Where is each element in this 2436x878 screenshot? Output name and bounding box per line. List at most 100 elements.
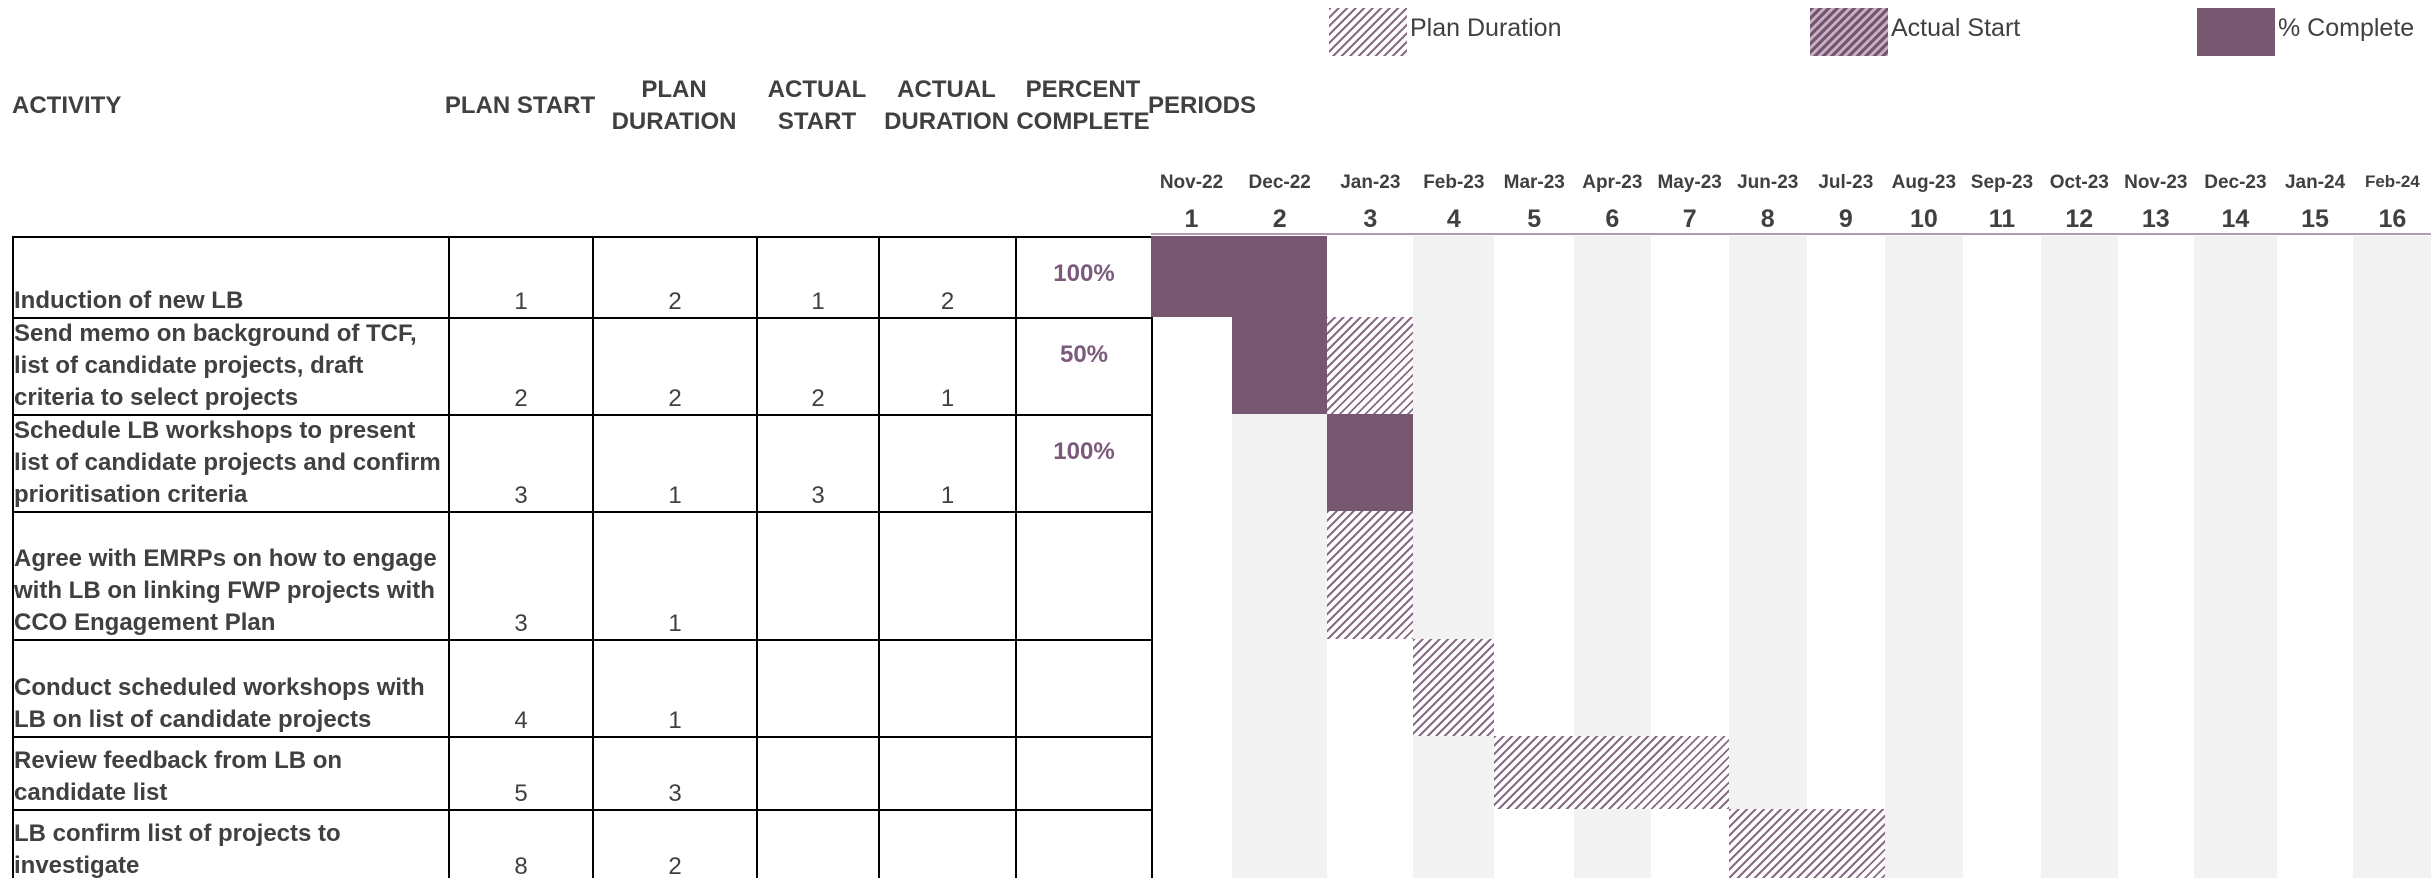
actual-start-cell: 3 — [756, 414, 880, 513]
legend-swatch — [2197, 8, 2275, 56]
percent-cell — [1015, 639, 1153, 738]
plan-bar — [1327, 511, 1414, 639]
percent-cell: 100% — [1015, 414, 1153, 513]
percent-cell — [1015, 511, 1153, 641]
percent-cell: 100% — [1015, 236, 1153, 319]
period-shade — [1884, 236, 1963, 878]
month-label: Feb-23 — [1423, 172, 1485, 193]
period-number: 10 — [1909, 205, 1938, 233]
activity-cell: Induction of new LB — [12, 236, 450, 319]
period-number: 3 — [1363, 205, 1378, 233]
plan-bar — [1728, 809, 1885, 878]
period-number: 13 — [2141, 205, 2170, 233]
period-shade — [1728, 236, 1807, 878]
activity-cell: Conduct scheduled workshops with LB on l… — [12, 639, 450, 738]
period-number: 7 — [1682, 205, 1697, 233]
month-label: Nov-22 — [1159, 172, 1224, 193]
period-number: 5 — [1527, 205, 1542, 233]
header-activity: ACTIVITY — [12, 92, 122, 119]
plan-bar — [1413, 639, 1495, 736]
month-label: Jul-23 — [1818, 172, 1874, 193]
complete-bar — [1150, 236, 1328, 317]
period-shade — [2041, 236, 2118, 878]
legend-swatch — [1810, 8, 1888, 56]
header-periods: PERIODS — [1148, 92, 1257, 119]
activity-cell: Agree with EMRPs on how to engage with L… — [12, 511, 450, 641]
period-number: 4 — [1446, 205, 1461, 233]
period-number: 6 — [1605, 205, 1620, 233]
plan-duration-cell: 1 — [592, 639, 758, 738]
plan-start-cell: 3 — [448, 414, 594, 513]
plan-start-cell: 5 — [448, 736, 594, 811]
header-percent-complete: PERCENT COMPLETE — [1016, 76, 1150, 135]
actual-start-cell: 1 — [756, 236, 880, 319]
period-number: 1 — [1184, 205, 1199, 233]
percent-cell — [1015, 736, 1153, 811]
period-number: 15 — [2301, 205, 2329, 233]
actual-duration-cell: 1 — [878, 414, 1017, 513]
plan-start-cell: 8 — [448, 809, 594, 878]
month-label: Dec-22 — [1248, 172, 1311, 193]
period-number: 8 — [1760, 205, 1775, 233]
plan-duration-cell: 1 — [592, 511, 758, 641]
period-number: 9 — [1838, 205, 1853, 233]
month-label: Dec-23 — [2204, 172, 2267, 193]
period-number: 12 — [2065, 205, 2094, 233]
period-number: 11 — [1988, 205, 2016, 233]
header-actual-start: ACTUAL START — [767, 76, 867, 135]
complete-bar — [1232, 317, 1328, 414]
month-label: May-23 — [1657, 172, 1722, 193]
legend-label: % Complete — [2278, 14, 2415, 42]
month-label: Aug-23 — [1891, 172, 1957, 193]
plan-bar — [1494, 736, 1729, 809]
percent-cell — [1015, 809, 1153, 878]
period-shade — [2194, 236, 2277, 878]
activity-cell: Send memo on background of TCF, list of … — [12, 317, 450, 416]
legend-label: Plan Duration — [1410, 14, 1562, 42]
month-label: Feb-24 — [2364, 172, 2420, 191]
month-label: Nov-23 — [2124, 172, 2188, 193]
period-rule — [1150, 233, 2432, 235]
plan-duration-cell: 2 — [592, 236, 758, 319]
percent-cell: 50% — [1015, 317, 1153, 416]
activity-cell: Schedule LB workshops to present list of… — [12, 414, 450, 513]
month-label: Mar-23 — [1503, 172, 1565, 193]
legend-label: Actual Start — [1891, 14, 2021, 42]
period-shade — [1413, 236, 1495, 878]
month-label: Jan-24 — [2284, 172, 2346, 193]
actual-start-cell — [756, 511, 880, 641]
actual-duration-cell — [878, 736, 1017, 811]
period-number: 2 — [1272, 205, 1287, 233]
actual-start-cell — [756, 639, 880, 738]
month-label: Sep-23 — [1970, 172, 2034, 193]
actual-start-cell — [756, 809, 880, 878]
actual-duration-cell — [878, 511, 1017, 641]
plan-duration-cell: 1 — [592, 414, 758, 513]
period-number: 16 — [2378, 205, 2407, 233]
plan-duration-cell: 2 — [592, 809, 758, 878]
header-plan-start: PLAN START — [444, 92, 596, 119]
plan-duration-cell: 3 — [592, 736, 758, 811]
legend-swatch — [1329, 8, 1407, 56]
header-plan-duration: PLAN DURATION — [611, 76, 737, 135]
actual-duration-cell: 1 — [878, 317, 1017, 416]
plan-duration-cell: 2 — [592, 317, 758, 416]
month-label: Jan-23 — [1340, 172, 1401, 193]
actual-start-cell — [756, 736, 880, 811]
actual-duration-cell: 2 — [878, 236, 1017, 319]
actual-duration-cell — [878, 809, 1017, 878]
actual-duration-cell — [878, 639, 1017, 738]
actual-start-cell: 2 — [756, 317, 880, 416]
activity-cell: Review feedback from LB on candidate lis… — [12, 736, 450, 811]
period-number: 14 — [2221, 205, 2250, 233]
month-label: Oct-23 — [2049, 172, 2109, 193]
plan-start-cell: 1 — [448, 236, 594, 319]
complete-bar — [1327, 414, 1414, 511]
plan-start-cell: 2 — [448, 317, 594, 416]
plan-start-cell: 4 — [448, 639, 594, 738]
month-label: Apr-23 — [1582, 172, 1643, 193]
month-label: Jun-23 — [1737, 172, 1799, 193]
header-actual-duration: ACTUAL DURATION — [884, 76, 1009, 135]
plan-start-cell: 3 — [448, 511, 594, 641]
